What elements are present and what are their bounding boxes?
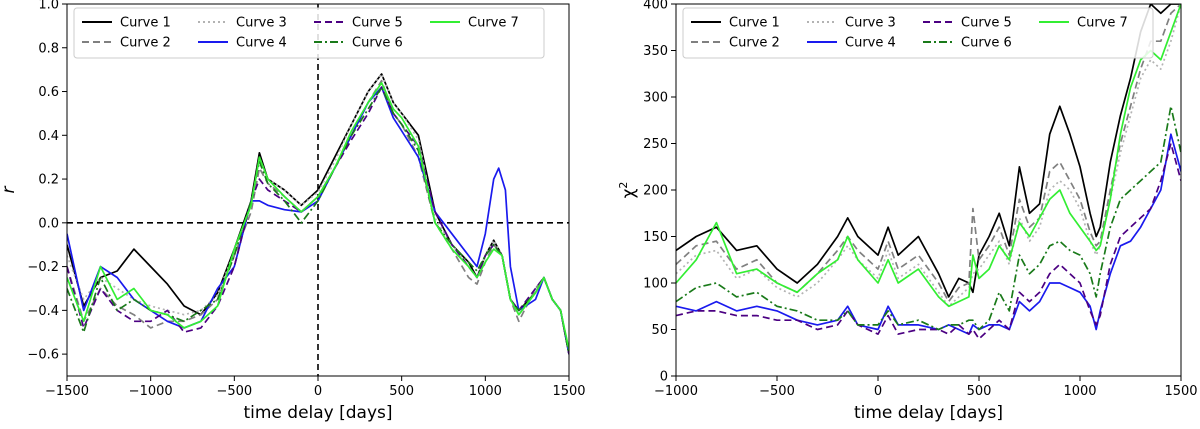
legend: Curve 1 Curve 2 Curve 3 Curve 4 Curve 5 Curve… — [682, 7, 1154, 59]
y-tick-label: −0.2 — [27, 260, 59, 275]
series-line-7 — [67, 81, 569, 350]
x-tick-label: −1000 — [129, 384, 173, 399]
y-axis-label: r — [0, 186, 19, 194]
legend-box — [73, 7, 545, 59]
series-line-1 — [676, 4, 1181, 298]
legend-label: Curve 1 — [120, 16, 171, 31]
legend-label: Curve 5 — [352, 16, 403, 31]
legend-label: Curve 4 — [845, 36, 896, 51]
y-tick-label: 0.0 — [38, 216, 59, 231]
x-tick-label: −1000 — [654, 384, 698, 399]
x-tick-label: 1000 — [1063, 384, 1096, 399]
legend-label: Curve 7 — [468, 16, 519, 31]
y-tick-label: 150 — [643, 230, 668, 245]
x-tick-label: −500 — [216, 384, 252, 399]
x-tick-label: 500 — [389, 384, 414, 399]
legend-label: Curve 3 — [845, 16, 896, 31]
legend: Curve 1 Curve 2 Curve 3 Curve 4 Curve 5 Curve… — [73, 7, 545, 59]
x-tick-label: −1500 — [45, 384, 89, 399]
legend-label: Curve 2 — [729, 36, 780, 51]
y-tick-label: 200 — [643, 184, 668, 199]
x-axis-label: time delay [days] — [243, 403, 392, 423]
y-tick-label: −0.6 — [27, 348, 59, 363]
legend-label: Curve 5 — [961, 16, 1012, 31]
x-tick-label: −500 — [759, 384, 795, 399]
y-tick-label: 1.0 — [38, 0, 59, 13]
x-tick-label: 0 — [314, 384, 322, 399]
left-panel: −1500 −1000 −500 0 500 1000 1500 −0.6 −0.4 −0.2 0.… — [0, 0, 586, 423]
y-axis-label: χ2 — [617, 182, 639, 199]
y-tick-label: 0.2 — [38, 173, 59, 188]
x-tick-label: 1500 — [1164, 384, 1197, 399]
right-panel: −1000 −500 0 500 1000 1500 0 50 100 150 200 250 300 3… — [617, 0, 1198, 423]
series-line-5 — [676, 142, 1181, 340]
x-axis-label: time delay [days] — [854, 403, 1003, 423]
y-tick-label: 300 — [643, 91, 668, 106]
x-tick-label: 0 — [874, 384, 882, 399]
legend-label: Curve 6 — [352, 36, 403, 51]
legend-label: Curve 3 — [236, 16, 287, 31]
legend-label: Curve 7 — [1077, 16, 1128, 31]
y-tick-label: 0 — [660, 370, 668, 385]
y-tick-label: 350 — [643, 44, 668, 59]
y-tick-label: 100 — [643, 277, 668, 292]
series-line-4 — [676, 133, 1181, 335]
legend-label: Curve 2 — [120, 36, 171, 51]
series-line-7 — [676, 4, 1181, 308]
y-tick-label: 50 — [651, 323, 668, 338]
y-tick-label: −0.4 — [27, 304, 59, 319]
series-line-3 — [676, 4, 1181, 308]
x-tick-label: 500 — [967, 384, 992, 399]
series-line-6 — [67, 86, 569, 355]
legend-label: Curve 4 — [236, 36, 287, 51]
legend-label: Curve 1 — [729, 16, 780, 31]
x-tick-label: 1000 — [469, 384, 502, 399]
legend-box — [682, 7, 1154, 59]
y-tick-label: 0.4 — [38, 129, 59, 144]
y-tick-label: 250 — [643, 137, 668, 152]
x-tick-label: 1500 — [552, 384, 585, 399]
legend-label: Curve 6 — [961, 36, 1012, 51]
series-line-6 — [676, 105, 1181, 331]
y-tick-label: 0.6 — [38, 85, 59, 100]
y-tick-label: 0.8 — [38, 41, 59, 56]
y-tick-label: 400 — [643, 0, 668, 13]
